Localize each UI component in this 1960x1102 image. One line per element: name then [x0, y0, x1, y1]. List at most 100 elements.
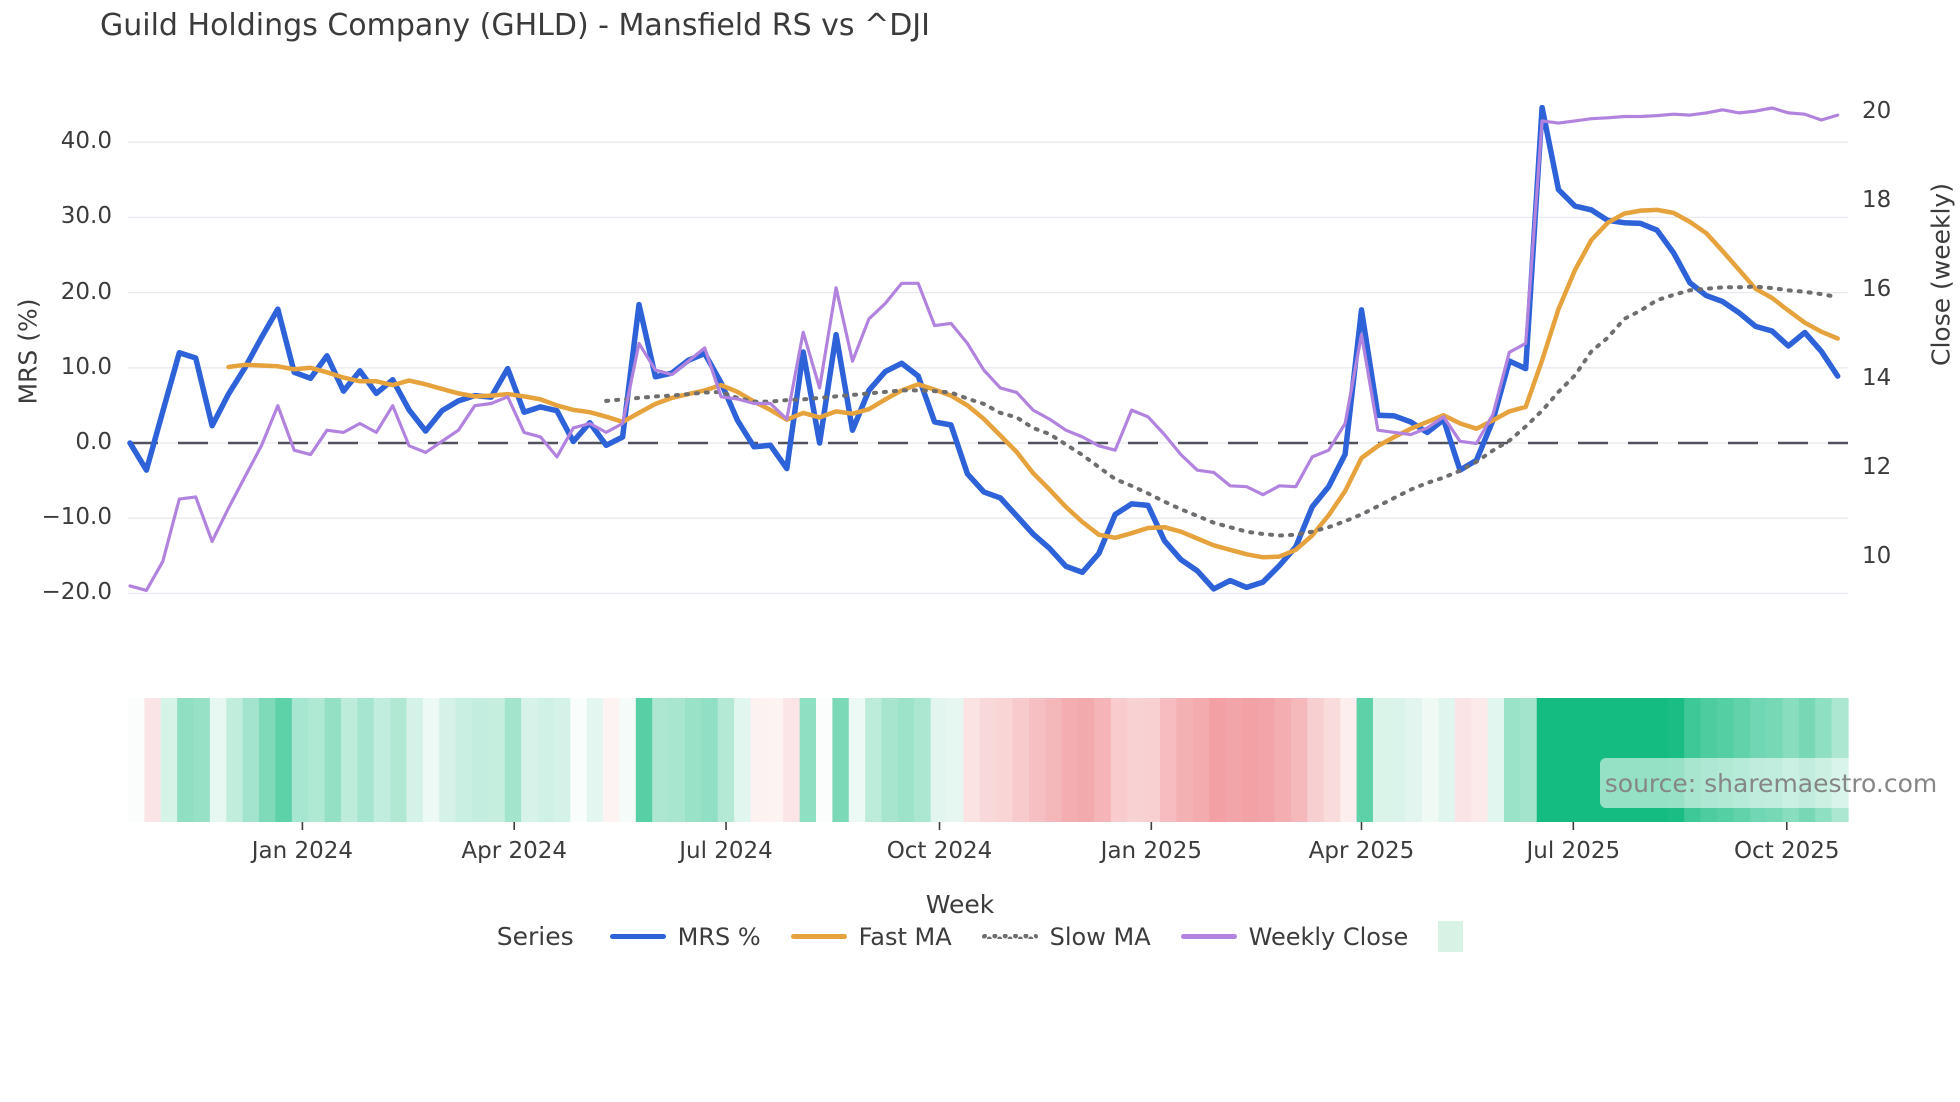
heatmap-cell: [1028, 698, 1046, 822]
heatmap-cell: [799, 698, 817, 822]
right-tick-label: 18: [1862, 187, 1892, 213]
heatmap-cell: [684, 698, 702, 822]
heatmap-cell: [1553, 698, 1571, 822]
line-swatch: [1180, 934, 1237, 939]
right-tick-label: 16: [1862, 276, 1892, 302]
left-tick-label: 0.0: [75, 429, 112, 455]
heatmap-cell: [1094, 698, 1112, 822]
heatmap-cell: [472, 698, 489, 822]
heatmap-swatch: [1438, 921, 1464, 952]
heatmap-cell: [128, 698, 145, 822]
heatmap-cell: [1323, 698, 1341, 822]
heatmap-cell: [308, 698, 326, 822]
heatmap-cell: [160, 698, 178, 822]
heatmap-cell: [1258, 698, 1276, 822]
heatmap-cell: [570, 698, 588, 822]
heatmap-cell: [635, 698, 653, 822]
line-swatch: [609, 934, 666, 939]
heatmap-cell: [996, 698, 1014, 822]
heatmap-cell: [373, 698, 391, 822]
x-tick-label: Oct 2024: [886, 838, 993, 864]
legend-item-slow-ma: Slow MA: [981, 922, 1151, 951]
legend-item-label: Slow MA: [1049, 922, 1151, 951]
legend-item-label: MRS %: [677, 922, 761, 951]
heatmap-cell: [668, 698, 686, 822]
series-weekly-close: [128, 106, 1840, 593]
heatmap-cell: [750, 698, 768, 822]
heatmap-cell: [1012, 698, 1030, 822]
heatmap-cell: [226, 698, 244, 822]
heatmap-cell: [1471, 698, 1489, 822]
heatmap-cell: [1569, 698, 1587, 822]
heatmap-cell: [816, 698, 833, 822]
heatmap-cell: [619, 698, 637, 822]
series-fast-ma: [226, 207, 1840, 560]
series-slow-ma: [604, 284, 1840, 538]
heatmap-cell: [439, 698, 457, 822]
heatmap-cell: [291, 698, 309, 822]
left-tick-label: −10.0: [41, 504, 112, 531]
x-tick-label: Jul 2025: [1526, 838, 1621, 864]
legend-item-mrs: MRS %: [609, 922, 761, 951]
x-tick-label: Oct 2025: [1733, 838, 1840, 864]
source-text: source: sharemaestro.com: [1604, 768, 1938, 798]
heatmap-cell: [1536, 698, 1554, 822]
heatmap-cell: [979, 698, 997, 822]
heatmap-cell: [897, 698, 915, 822]
heatmap-cell: [1291, 698, 1309, 822]
legend-item-heatmap: [1438, 921, 1464, 952]
heatmap-cell: [1487, 698, 1505, 822]
line-swatch: [790, 934, 847, 939]
right-tick-label: 10: [1862, 543, 1892, 569]
heatmap-cell: [914, 698, 932, 822]
x-tick-label: Apr 2024: [461, 838, 568, 864]
heatmap-cell: [947, 698, 965, 822]
heatmap-cell: [193, 698, 211, 822]
left-tick-label: 30.0: [60, 203, 112, 230]
heatmap-cell: [521, 698, 539, 822]
heatmap-cell: [209, 698, 227, 822]
left-tick-label: 20.0: [60, 278, 112, 305]
heatmap-cell: [865, 698, 883, 822]
heatmap-cell: [1454, 698, 1472, 822]
right-tick-label: 20: [1862, 98, 1892, 124]
heatmap-cell: [1061, 698, 1079, 822]
heatmap-cell: [177, 698, 195, 822]
heatmap-cell: [652, 698, 670, 822]
heatmap-cell: [832, 698, 850, 822]
heatmap-cell: [553, 698, 571, 822]
heatmap-cell: [1340, 698, 1358, 822]
heatmap-cell: [1438, 698, 1456, 822]
heatmap-cell: [406, 698, 424, 822]
heatmap-cell: [1389, 698, 1407, 822]
heatmap-cell: [1127, 698, 1145, 822]
heatmap-cell: [1143, 698, 1161, 822]
heatmap-cell: [488, 698, 506, 822]
heatmap-cell: [1356, 698, 1374, 822]
x-tick-label: Apr 2025: [1308, 838, 1415, 864]
heatmap-cell: [783, 698, 801, 822]
chart-title: Guild Holdings Company (GHLD) - Mansfiel…: [100, 8, 930, 43]
heatmap-cell: [717, 698, 735, 822]
heatmap-cell: [455, 698, 473, 822]
legend: Series MRS % Fast MA Slow MA Weekly Close: [0, 921, 1960, 952]
heatmap-cell: [324, 698, 342, 822]
heatmap-cell: [1520, 698, 1538, 822]
dotted-line-swatch: [981, 934, 1038, 939]
heatmap-cell: [422, 698, 440, 822]
heatmap-cell: [1372, 698, 1390, 822]
heatmap-cell: [340, 698, 358, 822]
x-axis-label: Week: [925, 890, 995, 919]
heatmap-cell: [275, 698, 293, 822]
heatmap-cell: [586, 698, 604, 822]
heatmap-cell: [930, 698, 948, 822]
heatmap-cell: [1160, 698, 1177, 822]
heatmap-cell: [1045, 698, 1063, 822]
heatmap-cell: [881, 698, 899, 822]
heatmap-cell: [1504, 698, 1521, 822]
right-axis-label: Close (weekly): [1926, 183, 1956, 366]
heatmap-cell: [1274, 698, 1292, 822]
heatmap-cell: [242, 698, 260, 822]
